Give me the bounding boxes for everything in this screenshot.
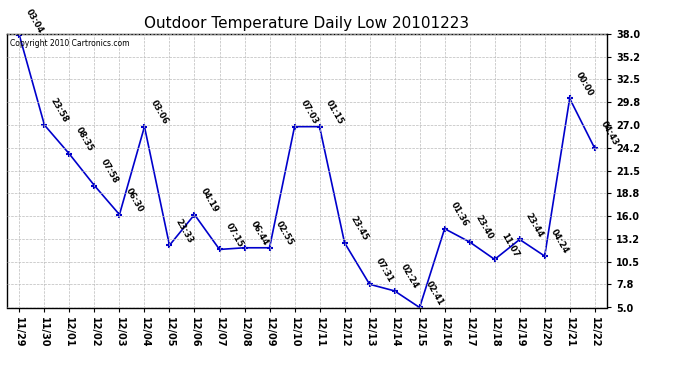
- Text: 23:33: 23:33: [174, 217, 195, 244]
- Text: 11:07: 11:07: [499, 231, 520, 259]
- Text: 01:15: 01:15: [324, 98, 345, 126]
- Text: 04:43: 04:43: [599, 120, 620, 147]
- Text: 02:55: 02:55: [274, 219, 295, 247]
- Text: 23:44: 23:44: [524, 211, 545, 239]
- Text: 07:31: 07:31: [374, 256, 395, 284]
- Text: 06:30: 06:30: [124, 186, 145, 214]
- Text: 02:24: 02:24: [399, 262, 420, 290]
- Text: 07:03: 07:03: [299, 99, 319, 126]
- Text: 23:40: 23:40: [474, 214, 495, 241]
- Text: 03:06: 03:06: [148, 98, 170, 126]
- Text: 07:58: 07:58: [99, 158, 119, 185]
- Title: Outdoor Temperature Daily Low 20101223: Outdoor Temperature Daily Low 20101223: [144, 16, 470, 31]
- Text: 23:45: 23:45: [348, 214, 370, 242]
- Text: 02:41: 02:41: [424, 279, 445, 307]
- Text: 23:58: 23:58: [48, 97, 70, 124]
- Text: 04:24: 04:24: [549, 228, 570, 255]
- Text: Copyright 2010 Cartronics.com: Copyright 2010 Cartronics.com: [10, 39, 130, 48]
- Text: 04:19: 04:19: [199, 186, 220, 214]
- Text: 00:00: 00:00: [574, 70, 595, 98]
- Text: 07:15: 07:15: [224, 221, 245, 249]
- Text: 01:36: 01:36: [448, 200, 470, 228]
- Text: 08:35: 08:35: [74, 126, 95, 153]
- Text: 06:44: 06:44: [248, 219, 270, 247]
- Text: 03:04: 03:04: [23, 7, 45, 34]
